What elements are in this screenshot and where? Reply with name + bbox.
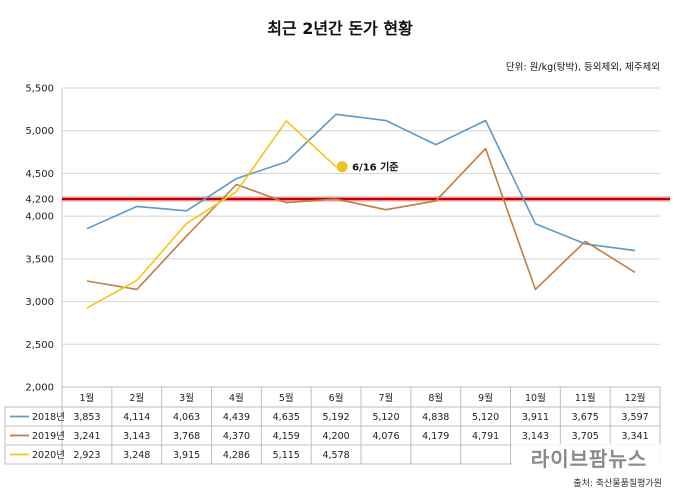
data-label: 4,159 [273, 431, 300, 442]
legend-label: 2019년 [32, 431, 65, 442]
data-label: 3,597 [621, 412, 648, 423]
data-label: 4,076 [372, 431, 399, 442]
source-note: 출처: 축산물품질평가원 [573, 477, 662, 489]
annotation: 6/16 기준 [336, 160, 399, 173]
x-tick-label: 2월 [129, 392, 144, 404]
y-tick-label: 3,000 [25, 297, 54, 308]
x-tick-label: 3월 [179, 392, 194, 404]
y-tick-label: 3,500 [25, 254, 54, 265]
series-line-3 [86, 120, 337, 309]
series-lines [86, 113, 636, 309]
data-label: 3,768 [173, 431, 200, 442]
x-tick-label: 6월 [329, 392, 344, 404]
x-tick-label: 10월 [525, 392, 546, 404]
data-label: 4,200 [322, 431, 349, 442]
data-label: 4,114 [123, 412, 150, 423]
y-tick-label: 2,000 [25, 383, 54, 394]
x-tick-label: 9월 [478, 392, 493, 404]
data-label: 4,063 [173, 412, 200, 423]
data-label: 3,248 [123, 450, 150, 461]
x-tick-label: 11월 [575, 392, 596, 404]
legend-label: 2020년 [32, 450, 65, 461]
annotation-label: 6/16 기준 [352, 160, 398, 173]
data-label: 3,705 [572, 431, 599, 442]
y-tick-label: 4,000 [25, 212, 54, 223]
x-tick-label: 7월 [379, 392, 394, 404]
gridlines [61, 87, 660, 388]
watermark: 라이브팜뉴스 [531, 447, 647, 471]
annotation-marker [336, 161, 348, 173]
data-label: 4,439 [223, 412, 250, 423]
data-label: 4,179 [422, 431, 449, 442]
x-tick-label: 12월 [625, 392, 646, 404]
y-tick-label: 4,200 [25, 195, 54, 206]
data-label: 5,120 [472, 412, 499, 423]
data-label: 3,241 [73, 431, 100, 442]
data-label: 4,578 [322, 450, 349, 461]
data-label: 3,675 [572, 412, 599, 423]
x-tick-label: 4월 [229, 392, 244, 404]
data-label: 4,838 [422, 412, 449, 423]
data-label: 4,635 [273, 412, 300, 423]
chart-title: 최근 2년간 돈가 현황 [267, 19, 413, 38]
data-label: 3,915 [173, 450, 200, 461]
series-line-1 [86, 113, 636, 252]
y-tick-label: 5,500 [25, 84, 54, 95]
y-tick-label: 5,000 [25, 126, 54, 137]
data-label: 3,911 [522, 412, 549, 423]
data-label: 5,192 [322, 412, 349, 423]
data-label: 3,853 [73, 412, 100, 423]
y-axis-ticks: 2,000 2,500 3,000 3,500 4,000 4,200 4,500 5,000… [25, 84, 54, 394]
data-label: 5,115 [273, 450, 300, 461]
legend-label: 2018년 [32, 412, 65, 423]
y-tick-label: 4,500 [25, 169, 54, 180]
data-label: 2,923 [73, 450, 100, 461]
data-label: 4,370 [223, 431, 250, 442]
y-tick-label: 2,500 [25, 340, 54, 351]
data-label: 3,341 [621, 431, 648, 442]
x-tick-label: 8월 [428, 392, 443, 404]
data-table: 1월 2월 3월 4월 5월 6월 7월 8월 9월 10월 11월 12월 2018년 3,853 4,1… [4, 386, 661, 465]
x-tick-label: 5월 [279, 392, 294, 404]
data-label: 3,143 [123, 431, 150, 442]
data-label: 4,791 [472, 431, 499, 442]
data-label: 5,120 [372, 412, 399, 423]
series-line-2 [86, 147, 636, 291]
unit-note: 단위: 원/kg(탕박), 등외제외, 제주제외 [506, 61, 660, 73]
data-label: 3,143 [522, 431, 549, 442]
data-label: 4,286 [223, 450, 250, 461]
x-tick-label: 1월 [80, 392, 95, 404]
watermark-bg [512, 444, 667, 474]
